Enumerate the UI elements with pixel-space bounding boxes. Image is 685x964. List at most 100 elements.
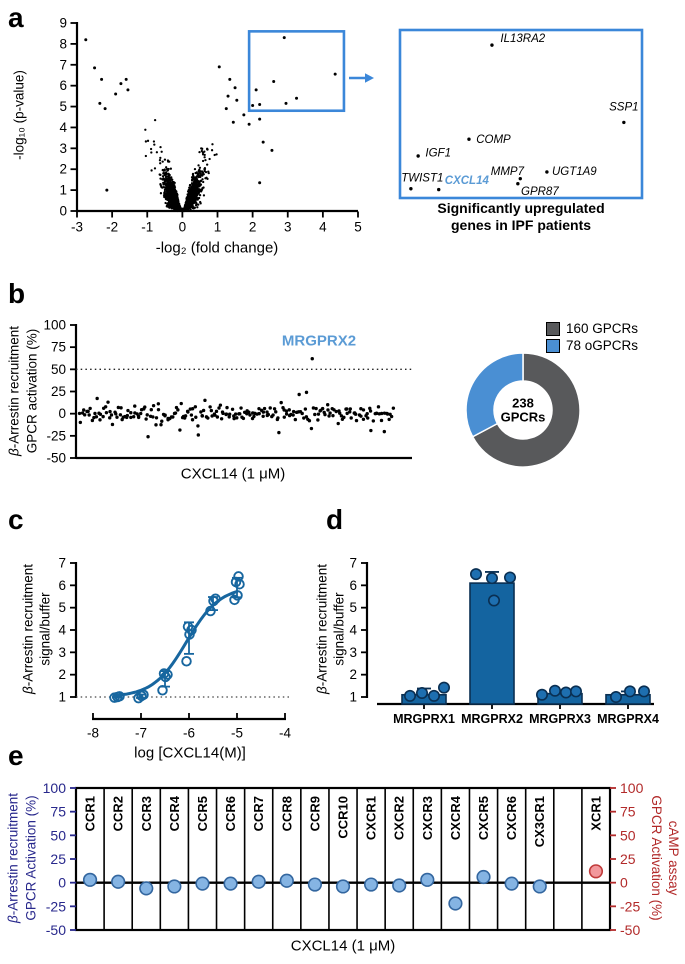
inset-gene-point [467, 137, 471, 141]
c-y-tick: 1 [58, 690, 66, 705]
a-x-tick: -1 [141, 220, 153, 235]
e-point-ccr1 [82, 872, 98, 887]
e-receptor-label-ccr9: CCR9 [307, 796, 322, 831]
e-right-tick: 50 [620, 827, 636, 843]
a-x-tick: -2 [106, 220, 118, 235]
d-replicate-point [535, 688, 548, 701]
e-receptor-label-cxcr1: CXCR1 [364, 796, 379, 840]
inset-gene-point [490, 43, 494, 47]
b-y-tick: 25 [51, 384, 66, 399]
c-y-tick: 5 [58, 600, 66, 615]
inset-gene-point [409, 187, 413, 191]
e-receptor-label-cx3cr1: CX3CR1 [532, 796, 547, 847]
e-receptor-label-ccr4: CCR4 [167, 795, 182, 831]
d-replicate-point [503, 571, 516, 584]
panel-a-volcano: -3 -2 -1 0 1 2 3 4 5 0 1 2 3 4 5 6 7 8 9 IL13RA2 SSP1 COMP IGF… [59, 16, 644, 235]
a-y-tick: 2 [59, 162, 67, 177]
d-replicate-point [469, 568, 482, 581]
d-replicate-point [637, 685, 650, 698]
inset-box [398, 28, 644, 200]
a-x-tick: -3 [71, 220, 83, 235]
d-replicate-point [437, 681, 450, 694]
legend-swatch-ogpcrs-icon [546, 339, 560, 353]
inset-gene-point [437, 187, 441, 192]
inset-gene-label: UGT1A9 [552, 166, 597, 178]
e-right-tick: 100 [620, 780, 644, 796]
a-y-axis-title: -log₁₀ (p-value) [11, 70, 27, 160]
d-replicate-point [485, 572, 498, 585]
d-y-axis-title-line1: β-Arrestin recruitment [314, 564, 330, 694]
inset-caption-line1: Significantly upregulated [437, 200, 605, 216]
e-left-tick: 25 [50, 851, 66, 867]
panel-e-letter: e [8, 740, 24, 771]
e-receptor-label-xcr1: XCR1 [588, 796, 603, 831]
e-point-cxcr4 [448, 896, 463, 911]
e-point-cxcr3 [420, 872, 435, 887]
e-point-ccr3 [139, 881, 154, 896]
inset-gene-point [545, 170, 549, 174]
e-left-tick: 100 [43, 780, 67, 796]
inset-gene-label: IL13RA2 [500, 33, 545, 45]
c-y-tick: 7 [58, 556, 66, 571]
d-y-tick: 3 [349, 645, 357, 660]
donut-legend-label-ogpcrs: 78 oGPCRs [566, 338, 639, 354]
e-right-tick: 0 [620, 875, 628, 891]
donut-center-unit: GPCRs [500, 409, 546, 425]
d-y-tick: 7 [349, 556, 357, 571]
c-y-tick: 4 [58, 623, 66, 638]
e-receptor-label-ccr7: CCR7 [251, 796, 266, 831]
c-x-axis-title: log [CXCL14(M)] [134, 744, 246, 762]
d-replicate-point [403, 689, 416, 702]
a-x-tick: 4 [319, 220, 327, 235]
d-category-label: MRGPRX3 [529, 712, 591, 726]
e-receptor-label-ccr5: CCR5 [195, 796, 210, 831]
b-x-axis-title: CXCL14 (1 μM) [180, 465, 286, 483]
e-left-tick: -25 [46, 898, 66, 914]
c-x-tick: -5 [231, 726, 243, 741]
e-point-ccr8 [279, 873, 294, 888]
panel-c-dose-response: 1 2 3 4 5 6 7 -8 -7 -6 -5 -4 [58, 556, 291, 741]
c-x-tick: -7 [135, 726, 147, 741]
e-receptor-label-cxcr2: CXCR2 [392, 796, 407, 840]
e-receptor-label-ccr3: CCR3 [139, 796, 154, 831]
e-right-axis-title-line1: cAMP assay [665, 820, 681, 896]
donut-slice-gpcrs [471, 352, 581, 468]
a-y-tick: 7 [59, 57, 67, 72]
c-x-tick: -6 [183, 726, 195, 741]
donut-slice-ogpcrs [465, 352, 524, 438]
a-y-tick: 6 [59, 78, 67, 93]
b-y-tick: 75 [51, 340, 66, 355]
d-replicate-point [415, 686, 428, 699]
e-point-cx3cr1 [532, 879, 547, 894]
d-bar-mrgprx2 [469, 582, 515, 705]
a-y-tick: 0 [59, 204, 67, 219]
b-y-axis-title-line1: β-Arrestin recruitment [6, 326, 22, 456]
e-left-tick: 0 [58, 875, 66, 891]
e-point-ccr6 [223, 876, 238, 891]
inset-gene-label: IGF1 [425, 147, 451, 159]
d-replicate-point [569, 685, 582, 698]
d-replicate-point [548, 684, 561, 697]
b-y-tick: 50 [51, 362, 66, 377]
e-receptor-label-ccr6: CCR6 [223, 796, 238, 831]
e-right-tick: 25 [620, 851, 636, 867]
e-left-tick: 50 [50, 827, 66, 843]
donut-legend-row-gpcrs: 160 GPCRs [546, 322, 638, 336]
e-left-tick: 75 [50, 804, 66, 820]
donut-center-count: 238 [512, 395, 534, 411]
c-x-tick: -8 [87, 726, 99, 741]
a-y-tick: 4 [59, 120, 67, 135]
inset-gene-label: COMP [476, 134, 511, 146]
inset-gene-label: MMP7 [491, 166, 525, 178]
e-point-cxcr6 [504, 876, 519, 891]
d-replicate-point [487, 594, 500, 607]
c-y-tick: 2 [58, 667, 66, 682]
inset-gene-label: SSP1 [609, 101, 638, 113]
e-point-cxcr1 [364, 877, 379, 892]
d-y-tick: 4 [349, 623, 357, 638]
a-y-tick: 5 [59, 99, 67, 114]
volcano-points [84, 36, 337, 213]
e-receptor-label-cxcr4: CXCR4 [448, 795, 463, 840]
e-receptor-label-ccr1: CCR1 [83, 796, 98, 831]
